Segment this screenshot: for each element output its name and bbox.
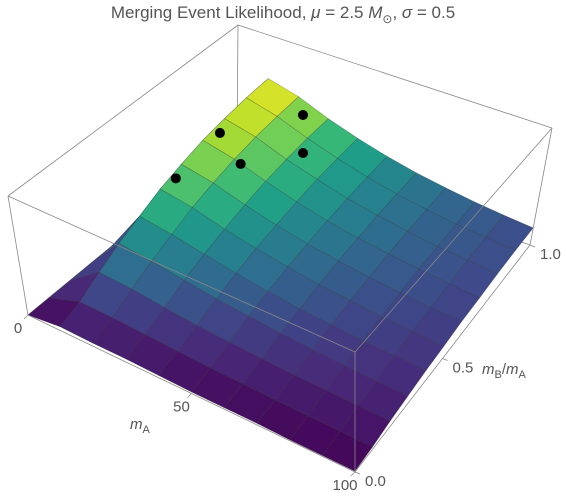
x-tick-label: 50 [173,398,190,415]
box-edge [7,195,29,316]
label-part: m [482,361,495,378]
data-point [214,127,225,138]
title-part: μ [310,3,321,22]
data-point [298,147,309,158]
y-axis-label: mB/mA [482,361,527,381]
label-part: A [519,369,527,381]
chart-title: Merging Event Likelihood, μ = 2.5 M⊙, σ … [111,3,455,26]
box-edge [354,127,553,353]
title-part: = 2.5 [320,3,368,22]
label-part: / [502,361,507,378]
title-part: ⊙ [382,12,392,26]
label-part: A [143,424,151,436]
x-tick [23,314,29,320]
y-tick [529,244,536,248]
x-tick [350,471,356,477]
y-tick-label: 0.0 [365,473,386,490]
y-tick [442,358,448,361]
x-axis-label: mA [130,416,151,436]
surface-patch [357,380,409,422]
x-tick-label: 100 [332,477,357,494]
surface-patch [321,430,373,472]
y-tick-label: 0.5 [453,359,474,376]
data-point [235,158,246,169]
title-part: Merging Event Likelihood, [111,3,311,22]
title-part: M [368,3,383,22]
surface-patch [393,330,445,372]
x-tick-label: 0 [14,320,22,337]
data-point [170,173,181,184]
data-point [297,109,308,120]
y-tick-label: 1.0 [540,246,561,263]
label-part: m [130,416,143,433]
title-part: , [392,3,401,22]
x-tick [187,393,192,398]
title-part: = 0.5 [412,3,455,22]
box-edge [7,24,239,197]
y-tick [354,471,361,475]
box-edge [237,24,553,129]
title-part: σ [402,3,413,22]
label-part: B [495,369,502,381]
box-edge [7,195,356,353]
label-part: m [506,361,519,378]
box-edge [529,127,553,246]
